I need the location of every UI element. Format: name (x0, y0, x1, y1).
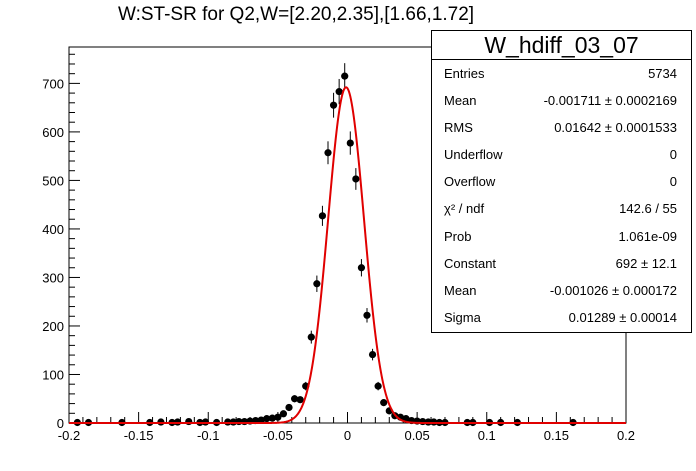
stats-row-fit-mean: Mean -0.001026 ± 0.000172 (432, 277, 691, 303)
data-point (268, 414, 276, 422)
data-point (363, 311, 371, 319)
x-axis: -0.2 -0.15 -0.1 -0.05 0 0.05 0.1 0.15 0.2 (58, 412, 635, 443)
stats-label: Overflow (444, 174, 496, 189)
x-tick-label: -0.05 (263, 428, 293, 443)
x-tick-label: 0.15 (544, 428, 569, 443)
stats-row-underflow: Underflow 0 (432, 141, 691, 167)
stats-value: 0 (669, 174, 677, 189)
data-point (357, 264, 366, 272)
y-tick-label: 400 (42, 222, 64, 237)
x-tick-label: 0.05 (404, 428, 429, 443)
stats-value: -0.001026 ± 0.000172 (549, 283, 677, 298)
stats-label: Sigma (444, 310, 481, 325)
stats-label: χ² / ndf (444, 201, 485, 216)
data-point (257, 416, 265, 424)
data-point (285, 403, 293, 412)
stats-label: Mean (444, 283, 477, 298)
stats-value: 1.061e-09 (618, 229, 677, 244)
stats-label: RMS (444, 120, 473, 135)
data-point (274, 413, 282, 421)
data-point (296, 396, 304, 404)
data-point (279, 410, 288, 418)
data-point (335, 88, 343, 96)
y-tick-label: 700 (42, 76, 64, 91)
stats-value: 5734 (648, 66, 677, 81)
data-point (307, 333, 315, 341)
data-point (263, 415, 271, 423)
stats-label: Underflow (444, 147, 503, 162)
data-point (346, 139, 354, 147)
x-tick-label: 0.2 (617, 428, 635, 443)
stats-value: 0.01289 ± 0.00014 (568, 310, 677, 325)
y-tick-label: 300 (42, 270, 64, 285)
chart-title: W:ST-SR for Q2,W=[2.20,2.35],[1.66,1.72] (118, 4, 475, 25)
y-tick-label: 600 (42, 125, 64, 140)
stats-value: 692 ± 12.1 (615, 256, 677, 271)
data-point (324, 149, 332, 157)
stats-box-title: W_hdiff_03_07 (432, 31, 691, 60)
data-point (185, 417, 193, 426)
x-tick-label: -0.15 (124, 428, 154, 443)
data-point (374, 382, 382, 390)
stats-label: Mean (444, 93, 477, 108)
stats-value: 142.6 / 55 (619, 201, 677, 216)
data-point (341, 72, 349, 80)
data-point (290, 395, 299, 403)
stats-row-mean: Mean -0.001711 ± 0.0002169 (432, 87, 691, 113)
x-tick-label: 0 (344, 428, 351, 443)
stats-row-rms: RMS 0.01642 ± 0.0001533 (432, 114, 691, 140)
y-tick-label: 0 (57, 416, 64, 431)
x-tick-label: -0.1 (197, 428, 219, 443)
y-tick-label: 500 (42, 173, 64, 188)
stats-row-chi2: χ² / ndf 142.6 / 55 (432, 195, 691, 221)
stats-value: -0.001711 ± 0.0002169 (543, 93, 677, 108)
stats-label: Constant (444, 256, 497, 271)
y-tick-label: 200 (42, 319, 64, 334)
stats-row-entries: Entries 5734 (432, 60, 691, 86)
stats-row-sigma: Sigma 0.01289 ± 0.00014 (432, 304, 691, 330)
y-axis: 0 100 200 300 400 500 600 700 (42, 53, 80, 431)
stats-row-overflow: Overflow 0 (432, 168, 691, 194)
data-point (368, 350, 377, 359)
data-point (352, 175, 360, 183)
data-point (329, 101, 338, 109)
stats-label: Entries (444, 66, 485, 81)
data-point (313, 280, 321, 288)
stats-row-prob: Prob 1.061e-09 (432, 223, 691, 249)
gaussian-fit-curve (69, 86, 626, 424)
stats-row-constant: Constant 692 ± 12.1 (432, 250, 691, 276)
x-tick-label: 0.1 (478, 428, 496, 443)
stats-value: 0.01642 ± 0.0001533 (554, 120, 677, 135)
stats-value: 0 (669, 147, 677, 162)
data-point (318, 212, 327, 220)
stats-box: W_hdiff_03_07 Entries 5734 Mean -0.00171… (431, 30, 692, 333)
y-tick-label: 100 (42, 367, 64, 382)
stats-label: Prob (444, 229, 472, 244)
x-tick-label: -0.2 (58, 428, 80, 443)
data-point (380, 399, 388, 407)
